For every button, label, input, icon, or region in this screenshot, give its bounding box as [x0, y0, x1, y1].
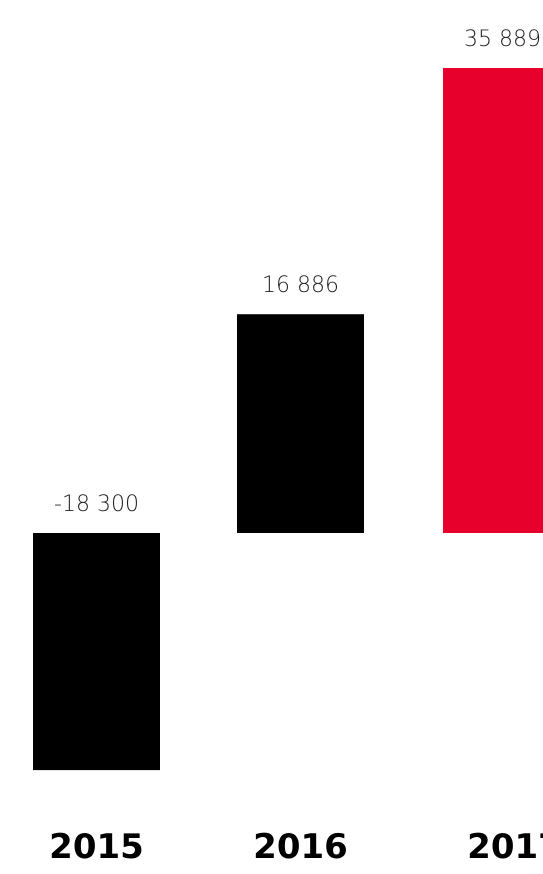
bar-2017 — [443, 68, 543, 533]
value-label-2017: 35 889 — [464, 27, 541, 52]
category-label-2015: 2015 — [49, 827, 144, 867]
category-label-2017: 2017 — [467, 827, 543, 867]
value-label-2015: -18 300 — [54, 492, 139, 517]
value-label-2016: 16 886 — [262, 273, 339, 298]
bar-2015 — [33, 533, 160, 771]
bar-2016 — [237, 314, 364, 533]
category-label-2016: 2016 — [253, 827, 348, 867]
